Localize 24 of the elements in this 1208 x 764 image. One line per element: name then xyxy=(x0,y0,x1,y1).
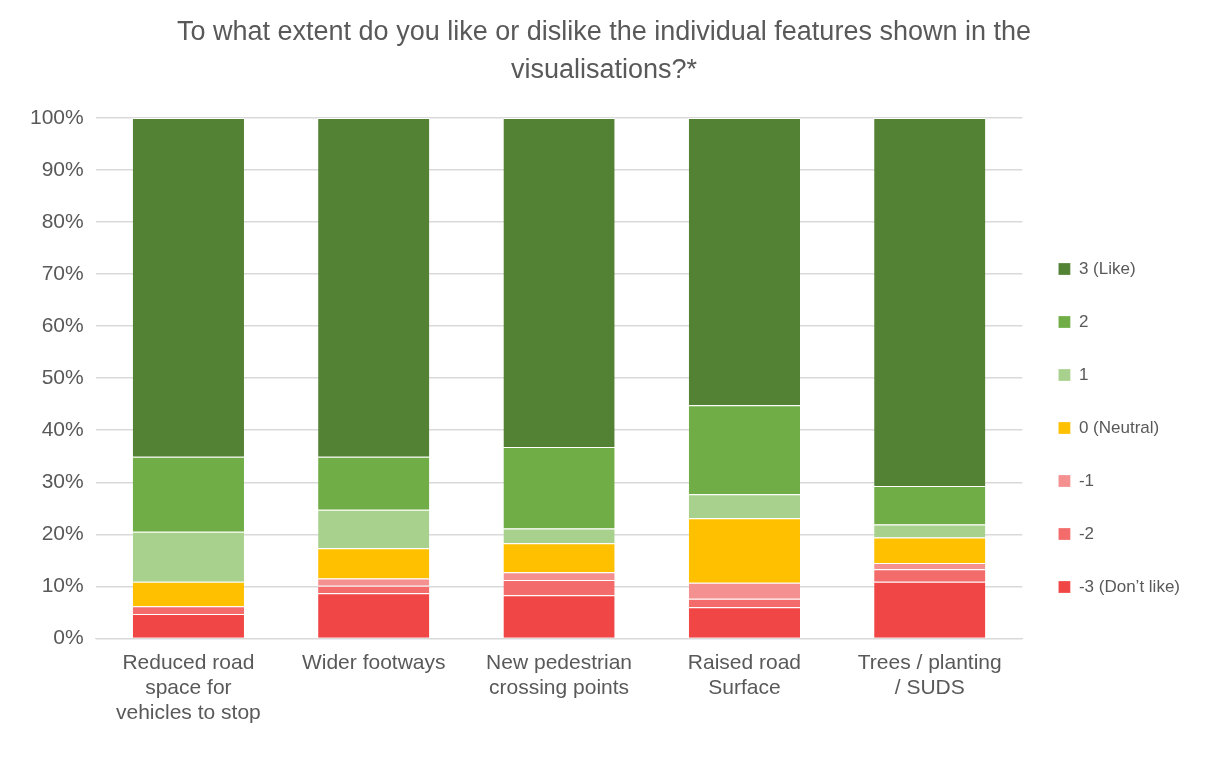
legend-label: -1 xyxy=(1078,470,1095,490)
y-tick-label: 10% xyxy=(41,573,84,597)
chart-title: To what extent do you like or dislike the individual features shown in the visualisations?* xyxy=(176,15,1032,86)
y-tick-label: 50% xyxy=(41,365,84,388)
x-tick-label: Wider footways xyxy=(301,649,446,673)
y-tick-label: 40% xyxy=(41,417,84,441)
x-tick-label: Reduced road space for vehicles to stop xyxy=(116,649,261,724)
y-tick-label: 80% xyxy=(41,208,84,232)
y-tick-label: 90% xyxy=(41,156,84,180)
legend-label: -2 xyxy=(1078,523,1095,543)
x-tick-label: Trees / planting / SUDS xyxy=(857,649,1002,698)
legend-label: 3 (Like) xyxy=(1078,258,1136,278)
legend-label: 1 xyxy=(1078,364,1089,384)
y-tick-label: 100% xyxy=(29,104,84,128)
y-tick-label: 0% xyxy=(53,625,84,649)
legend-label: 0 (Neutral) xyxy=(1078,417,1160,437)
y-tick-label: 70% xyxy=(41,260,84,284)
x-tick-label: Raised road Surface xyxy=(687,649,802,698)
legend-label: -3 (Don’t like) xyxy=(1078,576,1181,596)
legend-label: 2 xyxy=(1078,311,1089,331)
y-tick-label: 20% xyxy=(41,521,84,545)
x-tick-label: New pedestrian crossing points xyxy=(486,649,633,698)
y-tick-label: 60% xyxy=(41,312,84,336)
y-tick-label: 30% xyxy=(41,469,84,493)
